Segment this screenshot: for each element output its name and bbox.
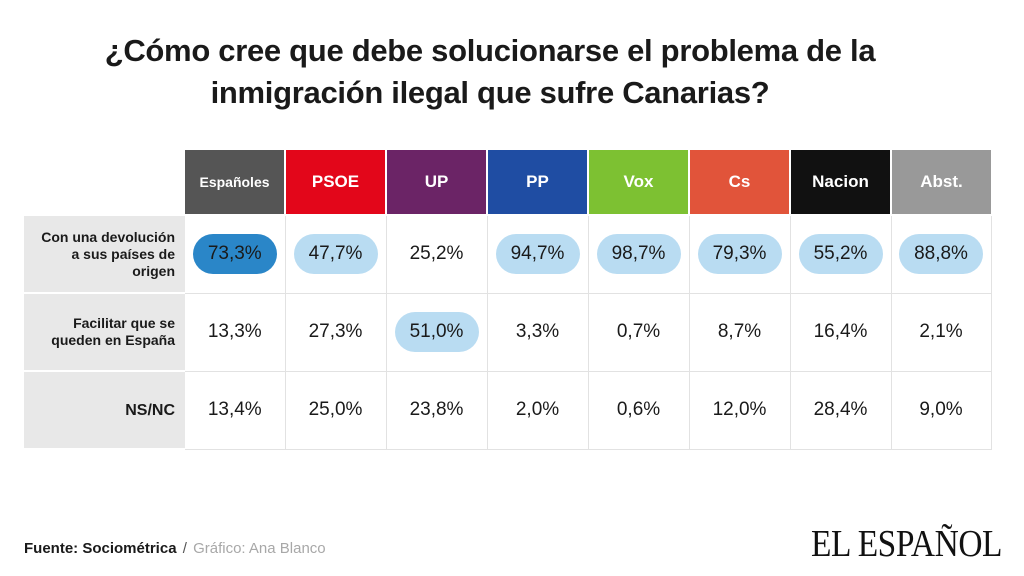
source-label: Fuente: Sociométrica — [24, 540, 177, 557]
table-cell: 13,4% — [185, 371, 286, 450]
cell-value: 13,4% — [207, 399, 262, 420]
table-cell: 88,8% — [891, 215, 992, 294]
cell-value: 25,0% — [308, 399, 363, 420]
cell-value: 3,3% — [515, 321, 560, 342]
table-cell: 12,0% — [689, 371, 791, 450]
highlighted-value: 98,7% — [596, 234, 681, 275]
cell-value: 23,8% — [409, 399, 464, 420]
credit-label: Gráfico: Ana Blanco — [193, 540, 326, 557]
table-cell: 16,4% — [790, 293, 892, 372]
cell-value: 2,1% — [919, 321, 963, 342]
row-label: Con una devolución a sus países de orige… — [24, 215, 185, 294]
table-cell: 0,7% — [588, 293, 690, 372]
highlighted-value: 73,3% — [192, 234, 277, 275]
cell-value: 16,4% — [813, 321, 868, 342]
cell-value: 2,0% — [515, 399, 560, 420]
table-cell: 51,0% — [386, 293, 488, 372]
table-cell: 94,7% — [487, 215, 589, 294]
highlighted-value: 55,2% — [798, 234, 883, 275]
table-cell: 55,2% — [790, 215, 892, 294]
highlighted-value: 47,7% — [293, 234, 378, 275]
column-header-abst: Abst. — [891, 150, 991, 216]
cell-value: 8,7% — [717, 321, 762, 342]
column-header-pp: PP — [487, 150, 589, 216]
footer: Fuente: Sociométrica / Gráfico: Ana Blan… — [24, 540, 326, 557]
table-cell: 23,8% — [386, 371, 488, 450]
highlighted-value: 51,0% — [394, 312, 479, 352]
table-cell: 79,3% — [689, 215, 791, 294]
column-header-up: UP — [386, 150, 488, 216]
header-row: Españoles PSOE UP PP Vox Cs Nacion Abst. — [24, 150, 991, 216]
table-cell: 25,0% — [285, 371, 387, 450]
highlighted-value: 88,8% — [899, 234, 983, 275]
table-cell: 2,0% — [487, 371, 589, 450]
footer-separator: / — [182, 540, 187, 557]
cell-value: 9,0% — [919, 399, 963, 420]
table-cell: 3,3% — [487, 293, 589, 372]
row-label: NS/NC — [24, 371, 185, 450]
el-espanol-logo: EL ESPAÑOL — [810, 523, 1002, 565]
header-corner — [24, 150, 185, 216]
table-cell: 98,7% — [588, 215, 690, 294]
results-table: Españoles PSOE UP PP Vox Cs Nacion Abst. Con un… — [24, 150, 992, 450]
column-header-espanoles: Españoles — [185, 150, 286, 216]
row-label: Facilitar que se queden en España — [24, 293, 185, 372]
highlighted-value: 79,3% — [697, 234, 782, 275]
table-row: Con una devolución a sus países de orige… — [24, 215, 992, 294]
chart-title: ¿Cómo cree que debe solucionarse el prob… — [60, 30, 920, 114]
cell-value: 28,4% — [813, 399, 868, 420]
table-cell: 9,0% — [891, 371, 992, 450]
table-cell: 2,1% — [891, 293, 992, 372]
table-cell: 13,3% — [185, 293, 286, 372]
cell-value: 0,7% — [616, 321, 661, 342]
cell-value: 13,3% — [207, 321, 262, 342]
table-cell: 25,2% — [386, 215, 488, 294]
highlighted-value: 94,7% — [495, 234, 580, 275]
chart-title-line-1: ¿Cómo cree que debe solucionarse el prob… — [104, 33, 876, 68]
cell-value: 25,2% — [409, 243, 464, 265]
table-cell: 73,3% — [185, 215, 286, 294]
cell-value: 12,0% — [712, 399, 767, 420]
table-cell: 47,7% — [285, 215, 387, 294]
table-body: Con una devolución a sus países de orige… — [24, 215, 992, 450]
table-cell: 8,7% — [689, 293, 791, 372]
table-row: NS/NC 13,4% 25,0% 23,8% 2,0% 0,6% 12,0% 28,4% 9,… — [24, 371, 992, 450]
table-cell: 27,3% — [285, 293, 387, 372]
column-header-cs: Cs — [689, 150, 791, 216]
chart-title-line-2: inmigración ilegal que sufre Canarias? — [210, 75, 770, 110]
table-cell: 28,4% — [790, 371, 892, 450]
cell-value: 27,3% — [308, 321, 363, 342]
table-cell: 0,6% — [588, 371, 690, 450]
column-header-psoe: PSOE — [285, 150, 387, 216]
table-row: Facilitar que se queden en España 13,3% 27… — [24, 293, 992, 372]
column-header-nacion: Nacion — [790, 150, 892, 216]
column-header-vox: Vox — [588, 150, 690, 216]
cell-value: 0,6% — [616, 399, 661, 420]
